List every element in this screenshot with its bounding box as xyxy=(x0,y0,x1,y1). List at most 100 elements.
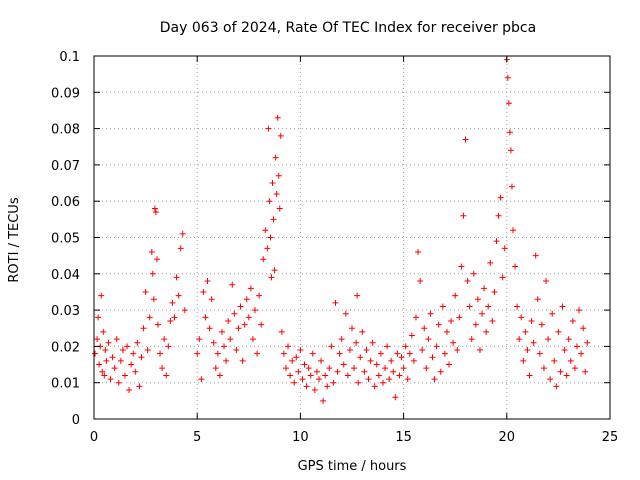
data-point xyxy=(516,336,523,343)
data-point xyxy=(408,332,415,339)
data-point xyxy=(390,368,397,375)
data-point xyxy=(144,347,151,354)
data-point xyxy=(446,361,453,368)
data-point xyxy=(152,209,159,216)
data-point xyxy=(313,368,320,375)
data-point xyxy=(474,296,481,303)
data-point xyxy=(251,307,258,314)
data-point xyxy=(124,343,131,350)
data-point xyxy=(344,372,351,379)
data-point xyxy=(221,343,228,350)
chart-title: Day 063 of 2024, Rate Of TEC Index for r… xyxy=(160,20,536,36)
data-point xyxy=(105,339,112,346)
data-point xyxy=(419,347,426,354)
data-point xyxy=(499,274,506,281)
data-point xyxy=(165,343,172,350)
data-point xyxy=(578,350,585,357)
data-point xyxy=(109,354,116,361)
data-point xyxy=(512,263,519,270)
plot-frame xyxy=(93,55,611,420)
data-point xyxy=(210,339,217,346)
data-point xyxy=(258,321,265,328)
data-point xyxy=(293,354,300,361)
grid-lines xyxy=(94,56,610,419)
data-point xyxy=(359,328,366,335)
data-point xyxy=(569,317,576,324)
data-point xyxy=(458,263,465,270)
data-point xyxy=(303,383,310,390)
data-point xyxy=(452,292,459,299)
data-point xyxy=(573,343,580,350)
data-point xyxy=(212,365,219,372)
data-point xyxy=(487,259,494,266)
x-axis-label: GPS time / hours xyxy=(298,459,407,474)
y-tick-label: 0 xyxy=(72,413,80,428)
x-tick-label: 25 xyxy=(602,430,619,445)
data-point xyxy=(576,307,583,314)
data-point xyxy=(229,281,236,288)
data-point xyxy=(289,357,296,364)
data-point xyxy=(528,317,535,324)
data-point xyxy=(196,336,203,343)
data-point xyxy=(470,270,477,277)
data-point xyxy=(159,365,166,372)
data-point xyxy=(265,125,272,132)
data-point xyxy=(113,336,120,343)
data-point xyxy=(206,325,213,332)
data-point xyxy=(400,365,407,372)
data-point xyxy=(119,347,126,354)
data-point xyxy=(134,339,141,346)
data-point xyxy=(136,383,143,390)
data-point xyxy=(483,328,490,335)
data-point xyxy=(154,321,161,328)
y-tick-label: 0.07 xyxy=(51,159,80,174)
data-point xyxy=(495,212,502,219)
data-point xyxy=(508,183,515,190)
data-point xyxy=(505,100,512,107)
data-point xyxy=(425,336,432,343)
data-point xyxy=(285,343,292,350)
data-point xyxy=(441,350,448,357)
data-point xyxy=(412,314,419,321)
data-point xyxy=(354,292,361,299)
data-point xyxy=(204,278,211,285)
data-point xyxy=(150,296,157,303)
data-point xyxy=(534,296,541,303)
data-point xyxy=(406,350,413,357)
data-point xyxy=(140,325,147,332)
data-point xyxy=(462,136,469,143)
data-point xyxy=(536,350,543,357)
data-point xyxy=(111,365,118,372)
data-point xyxy=(435,321,442,328)
data-point xyxy=(179,230,186,237)
data-point xyxy=(142,288,149,295)
y-tick-label: 0.01 xyxy=(51,377,80,392)
data-point xyxy=(326,365,333,372)
data-point xyxy=(497,194,504,201)
x-tick-label: 0 xyxy=(90,430,98,445)
data-point xyxy=(382,365,389,372)
data-point xyxy=(198,376,205,383)
data-point xyxy=(545,336,552,343)
data-point xyxy=(404,376,411,383)
data-point xyxy=(249,336,256,343)
data-point xyxy=(305,365,312,372)
data-point xyxy=(493,238,500,245)
data-point xyxy=(200,288,207,295)
data-point xyxy=(256,292,263,299)
data-point xyxy=(479,310,486,317)
data-point xyxy=(99,368,106,375)
data-point xyxy=(561,347,568,354)
data-point xyxy=(363,347,370,354)
data-point xyxy=(507,147,514,154)
data-point xyxy=(388,357,395,364)
x-tick-label: 15 xyxy=(395,430,412,445)
data-point xyxy=(318,357,325,364)
data-point xyxy=(468,336,475,343)
data-point xyxy=(103,357,110,364)
data-point xyxy=(148,249,155,256)
data-point xyxy=(181,307,188,314)
data-point xyxy=(421,325,428,332)
data-point xyxy=(324,383,331,390)
data-point xyxy=(163,372,170,379)
